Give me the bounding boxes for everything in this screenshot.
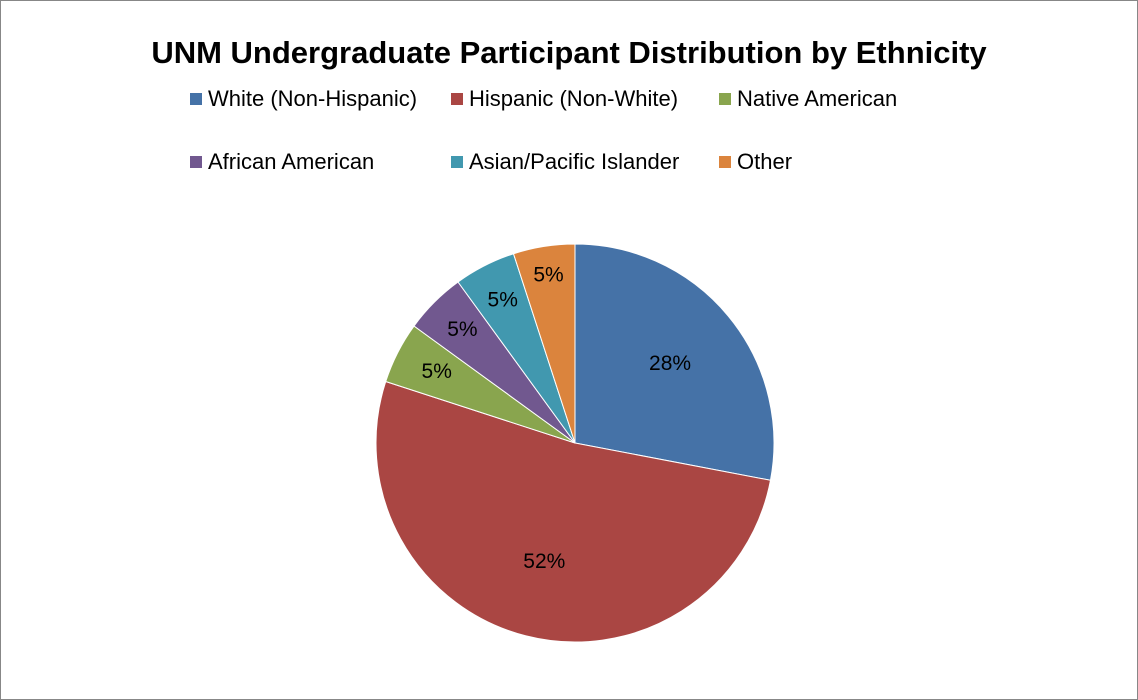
legend-label-hispanic: Hispanic (Non-White) [469,86,679,111]
pie-data-label-3: 5% [447,318,477,341]
legend-label-white: White (Non-Hispanic) [208,86,418,111]
legend-item-asian-pacific: Asian/Pacific Islander [451,148,679,176]
legend-swatch-native-american [719,93,731,105]
legend-label-other: Other [737,149,793,174]
pie-data-label-2: 5% [422,360,452,383]
legend-swatch-african-american [190,156,202,168]
pie-slice-0 [574,243,775,481]
pie-slice-1 [375,380,772,643]
pie-slice-5 [512,243,576,444]
legend-item-white: White (Non-Hispanic) [190,85,417,113]
legend-label-native-american: Native American [737,86,898,111]
legend-swatch-asian-pacific [451,156,463,168]
chart-title: UNM Undergraduate Participant Distributi… [151,35,987,70]
pie-data-label-0: 28% [649,352,691,375]
legend-swatch-hispanic [451,93,463,105]
legend-label-asian-pacific: Asian/Pacific Islander [469,149,680,174]
legend-item-hispanic: Hispanic (Non-White) [451,85,678,113]
legend-item-other: Other [719,148,792,176]
pie-data-label-5: 5% [533,263,563,286]
legend-label-african-american: African American [208,149,375,174]
legend-swatch-white [190,93,202,105]
legend-swatch-other [719,156,731,168]
legend-item-african-american: African American [190,148,374,176]
pie-data-label-1: 52% [523,550,565,573]
pie-data-label-4: 5% [488,289,518,312]
legend-item-native-american: Native American [719,85,897,113]
